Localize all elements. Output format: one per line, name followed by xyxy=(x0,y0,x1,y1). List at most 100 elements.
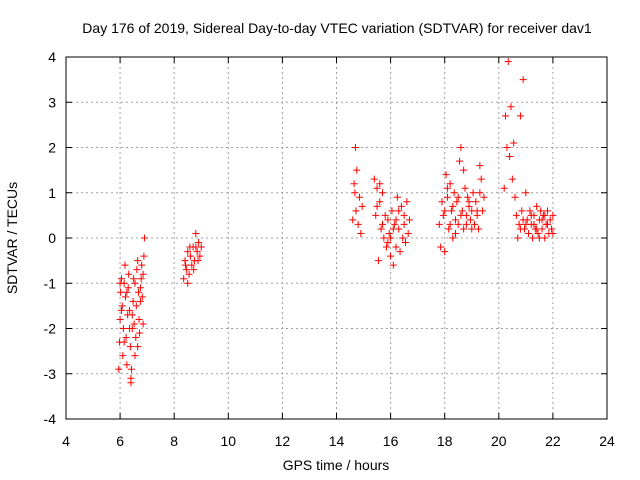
data-point xyxy=(116,315,124,323)
data-point xyxy=(516,225,524,233)
data-point xyxy=(522,189,530,197)
data-point xyxy=(182,261,190,269)
data-point xyxy=(134,257,142,265)
data-point xyxy=(384,216,392,224)
plot-frame xyxy=(65,56,608,420)
data-point xyxy=(510,139,518,147)
data-point xyxy=(128,311,136,319)
data-point xyxy=(438,198,446,206)
data-point xyxy=(549,229,557,237)
data-point xyxy=(399,234,407,242)
data-point xyxy=(396,248,404,256)
data-point xyxy=(126,343,134,351)
data-point xyxy=(127,379,135,387)
data-point xyxy=(456,157,464,165)
data-point xyxy=(385,229,393,237)
data-point xyxy=(533,202,541,210)
data-point xyxy=(435,220,443,228)
data-point xyxy=(132,334,140,342)
data-point xyxy=(462,220,470,228)
data-point xyxy=(516,112,524,120)
x-tick-label: 4 xyxy=(62,433,70,449)
data-point xyxy=(130,320,138,328)
data-point xyxy=(194,257,202,265)
data-point xyxy=(460,225,468,233)
data-point xyxy=(504,58,512,66)
data-point xyxy=(186,243,194,251)
data-point xyxy=(358,202,366,210)
data-point xyxy=(475,225,483,233)
y-tick-label: 1 xyxy=(48,185,56,201)
data-point xyxy=(403,198,411,206)
data-point xyxy=(140,252,148,260)
data-point xyxy=(446,220,454,228)
data-point xyxy=(134,343,142,351)
data-point xyxy=(122,293,130,301)
data-point xyxy=(400,220,408,228)
data-point xyxy=(519,216,527,224)
data-point xyxy=(468,225,476,233)
data-point xyxy=(389,261,397,269)
x-tick-label: 6 xyxy=(116,433,124,449)
data-point xyxy=(460,166,468,174)
y-tick-label: -2 xyxy=(44,321,57,337)
data-point xyxy=(503,144,511,151)
data-point xyxy=(535,234,543,242)
data-point xyxy=(397,202,405,210)
data-point xyxy=(192,243,200,251)
data-point xyxy=(393,193,401,201)
y-tick-label: -1 xyxy=(44,275,57,291)
y-axis-label: SDTVAR / TECUs xyxy=(4,182,20,294)
data-point xyxy=(354,220,362,228)
data-point xyxy=(461,184,469,192)
data-point xyxy=(120,338,128,346)
data-point xyxy=(117,288,125,296)
data-point xyxy=(530,220,538,228)
data-point xyxy=(538,216,546,224)
x-tick-label: 14 xyxy=(329,433,345,449)
data-point xyxy=(376,180,384,188)
x-axis-label: GPS time / hours xyxy=(283,457,390,473)
data-point xyxy=(464,193,472,201)
data-point xyxy=(546,216,554,224)
x-tick-label: 16 xyxy=(383,433,399,449)
data-point xyxy=(381,211,389,219)
data-point xyxy=(441,207,449,215)
chart-title: Day 176 of 2019, Sidereal Day-to-day VTE… xyxy=(82,20,592,36)
data-point xyxy=(119,325,127,332)
x-tick-label: 18 xyxy=(437,433,453,449)
data-point xyxy=(477,175,485,183)
data-point xyxy=(519,76,527,84)
y-tick-label: 0 xyxy=(48,230,56,246)
data-point xyxy=(351,189,359,197)
data-point xyxy=(184,248,192,256)
y-tick-label: 3 xyxy=(48,94,56,110)
x-tick-label: 20 xyxy=(491,433,507,449)
data-point xyxy=(447,207,455,215)
data-point xyxy=(458,207,466,215)
data-point xyxy=(457,211,465,219)
data-point xyxy=(445,225,453,233)
data-point xyxy=(182,266,190,274)
data-point xyxy=(193,248,201,256)
data-point xyxy=(350,180,358,188)
data-point xyxy=(442,171,450,179)
data-point xyxy=(196,252,204,260)
data-point xyxy=(134,288,142,296)
y-tick-label: 4 xyxy=(48,49,56,65)
data-point xyxy=(387,234,395,242)
data-point xyxy=(374,257,382,265)
data-point xyxy=(125,270,133,278)
data-point xyxy=(395,207,403,215)
data-point xyxy=(391,220,399,228)
data-point xyxy=(522,220,530,228)
data-point xyxy=(353,166,361,174)
data-point xyxy=(404,229,412,237)
data-point xyxy=(349,216,357,224)
data-point xyxy=(185,270,193,278)
data-point xyxy=(117,275,125,283)
data-point xyxy=(184,279,192,287)
